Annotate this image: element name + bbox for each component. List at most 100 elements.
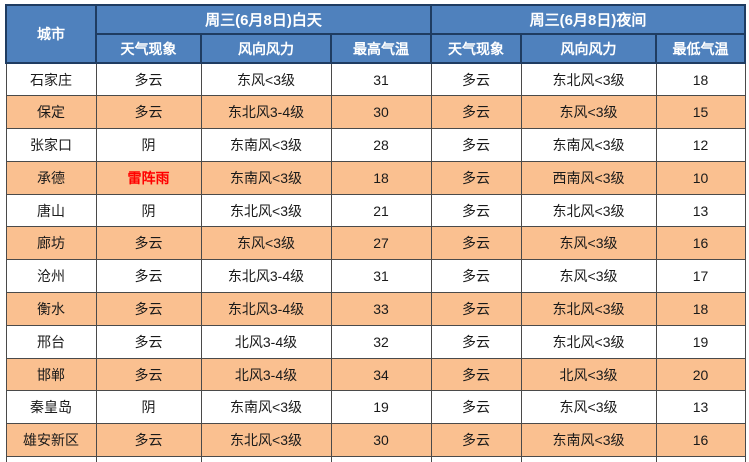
city-cell: 张家口 — [5, 128, 97, 162]
city-cell: 秦皇岛 — [5, 390, 97, 425]
day-weather-cell: 阴 — [95, 390, 202, 425]
night-wind-cell: 东南风<3级 — [520, 423, 657, 458]
night-wind-cell: 东北风<3级 — [520, 193, 657, 228]
night-weather-cell: 多云 — [430, 226, 522, 261]
night-weather-cell: 多云 — [430, 128, 522, 162]
night-low-temp-cell: 18 — [655, 62, 746, 97]
night-low-temp-cell: 10 — [655, 160, 746, 195]
night-wind-cell: 北风<3级 — [520, 357, 657, 392]
night-low-temp-cell: 19 — [655, 324, 746, 359]
day-wind-cell: 东南风<3级 — [200, 128, 332, 162]
day-high-temp-cell: 31 — [330, 259, 432, 294]
night-low-temp-cell: 18 — [655, 292, 746, 326]
header-night-low-temp: 最低气温 — [655, 33, 746, 64]
day-wind-cell: 东北风3-4级 — [200, 259, 332, 294]
header-night-group: 周三(6月8日)夜间 — [430, 4, 746, 35]
day-high-temp-cell: 18 — [330, 160, 432, 195]
table-row: 沧州 多云 东北风3-4级 31 多云 东风<3级 17 — [5, 259, 746, 294]
night-low-temp-cell: 16 — [655, 423, 746, 458]
night-low-temp-cell: 20 — [655, 357, 746, 392]
day-wind-cell: 东北风<3级 — [200, 423, 332, 458]
night-weather-cell — [430, 456, 522, 462]
table-row: 廊坊 多云 东风<3级 27 多云 东风<3级 16 — [5, 226, 746, 261]
table-row: 承德 雷阵雨 东南风<3级 18 多云 西南风<3级 10 — [5, 160, 746, 195]
night-low-temp-cell: 17 — [655, 259, 746, 294]
day-weather-cell: 多云 — [95, 259, 202, 294]
day-weather-cell: 多云 — [95, 423, 202, 458]
table-row: 衡水 多云 东北风3-4级 33 多云 东北风<3级 18 — [5, 292, 746, 326]
header-night-wind: 风向风力 — [520, 33, 657, 64]
day-high-temp-cell — [330, 456, 432, 462]
header-day-weather: 天气现象 — [95, 33, 202, 64]
night-weather-cell: 多云 — [430, 292, 522, 326]
table-row: 邯郸 多云 北风3-4级 34 多云 北风<3级 20 — [5, 357, 746, 392]
partial-bottom-row — [5, 456, 746, 462]
day-high-temp-cell: 30 — [330, 95, 432, 130]
table-row: 秦皇岛 阴 东南风<3级 19 多云 东风<3级 13 — [5, 390, 746, 425]
day-high-temp-cell: 31 — [330, 62, 432, 97]
city-cell: 邯郸 — [5, 357, 97, 392]
day-wind-cell: 东北风3-4级 — [200, 95, 332, 130]
table-header: 城市 周三(6月8日)白天 周三(6月8日)夜间 天气现象 风向风力 最高气温 … — [5, 4, 746, 64]
day-high-temp-cell: 34 — [330, 357, 432, 392]
day-weather-cell: 阴 — [95, 193, 202, 228]
day-high-temp-cell: 32 — [330, 324, 432, 359]
city-cell: 邢台 — [5, 324, 97, 359]
day-high-temp-cell: 19 — [330, 390, 432, 425]
table-row: 邢台 多云 北风3-4级 32 多云 东北风<3级 19 — [5, 324, 746, 359]
weather-table-body: 石家庄 多云 东风<3级 31 多云 东北风<3级 18 保定 多云 东北风3-… — [5, 62, 746, 462]
night-weather-cell: 多云 — [430, 390, 522, 425]
night-weather-cell: 多云 — [430, 423, 522, 458]
night-low-temp-cell: 15 — [655, 95, 746, 130]
city-cell: 承德 — [5, 160, 97, 195]
day-wind-cell: 东南风<3级 — [200, 390, 332, 425]
day-weather-cell: 多云 — [95, 226, 202, 261]
night-wind-cell: 东南风<3级 — [520, 128, 657, 162]
header-day-group: 周三(6月8日)白天 — [95, 4, 432, 35]
day-high-temp-cell: 21 — [330, 193, 432, 228]
table-row: 保定 多云 东北风3-4级 30 多云 东风<3级 15 — [5, 95, 746, 130]
table-row: 雄安新区 多云 东北风<3级 30 多云 东南风<3级 16 — [5, 423, 746, 458]
night-wind-cell: 东北风<3级 — [520, 62, 657, 97]
night-wind-cell: 东北风<3级 — [520, 292, 657, 326]
city-cell: 石家庄 — [5, 62, 97, 97]
night-wind-cell: 东北风<3级 — [520, 324, 657, 359]
table-row: 张家口 阴 东南风<3级 28 多云 东南风<3级 12 — [5, 128, 746, 162]
night-wind-cell: 东风<3级 — [520, 95, 657, 130]
night-wind-cell — [520, 456, 657, 462]
day-high-temp-cell: 28 — [330, 128, 432, 162]
night-weather-cell: 多云 — [430, 193, 522, 228]
day-wind-cell: 北风3-4级 — [200, 324, 332, 359]
night-weather-cell: 多云 — [430, 324, 522, 359]
day-weather-cell: 多云 — [95, 357, 202, 392]
header-day-wind: 风向风力 — [200, 33, 332, 64]
header-day-high-temp: 最高气温 — [330, 33, 432, 64]
day-high-temp-cell: 30 — [330, 423, 432, 458]
night-low-temp-cell: 13 — [655, 193, 746, 228]
night-low-temp-cell — [655, 456, 746, 462]
day-weather-cell — [95, 456, 202, 462]
city-cell: 保定 — [5, 95, 97, 130]
day-weather-cell: 多云 — [95, 292, 202, 326]
city-cell: 雄安新区 — [5, 423, 97, 458]
city-cell — [5, 456, 97, 462]
night-weather-cell: 多云 — [430, 160, 522, 195]
day-high-temp-cell: 33 — [330, 292, 432, 326]
night-wind-cell: 东风<3级 — [520, 390, 657, 425]
city-cell: 唐山 — [5, 193, 97, 228]
day-weather-cell: 多云 — [95, 62, 202, 97]
day-weather-cell: 多云 — [95, 95, 202, 130]
night-low-temp-cell: 13 — [655, 390, 746, 425]
night-weather-cell: 多云 — [430, 62, 522, 97]
night-weather-cell: 多云 — [430, 259, 522, 294]
day-wind-cell: 东风<3级 — [200, 62, 332, 97]
day-weather-cell: 多云 — [95, 324, 202, 359]
night-wind-cell: 西南风<3级 — [520, 160, 657, 195]
header-city: 城市 — [5, 4, 97, 64]
city-cell: 衡水 — [5, 292, 97, 326]
table-row: 石家庄 多云 东风<3级 31 多云 东北风<3级 18 — [5, 62, 746, 97]
city-cell: 沧州 — [5, 259, 97, 294]
day-high-temp-cell: 27 — [330, 226, 432, 261]
table-row: 唐山 阴 东北风<3级 21 多云 东北风<3级 13 — [5, 193, 746, 228]
day-wind-cell — [200, 456, 332, 462]
